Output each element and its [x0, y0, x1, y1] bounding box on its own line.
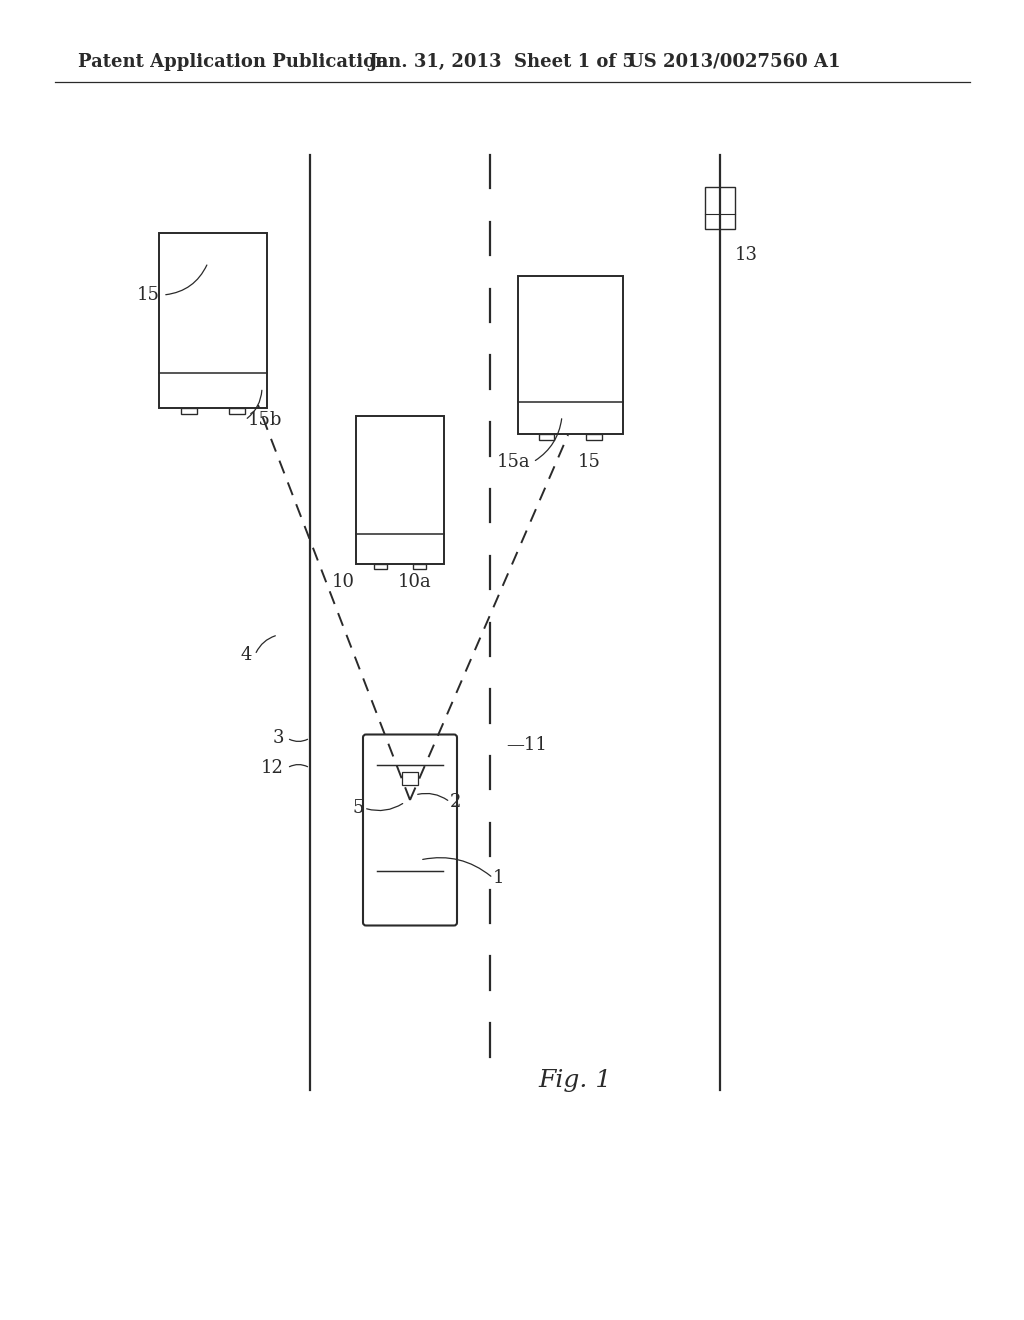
Text: 10: 10: [332, 573, 355, 591]
Text: 13: 13: [735, 246, 758, 264]
Bar: [586, 434, 601, 440]
Bar: [517, 276, 623, 434]
Text: 2: 2: [450, 793, 462, 810]
Bar: [356, 416, 444, 564]
Text: 15a: 15a: [497, 453, 530, 471]
Text: 12: 12: [261, 759, 284, 777]
Text: —11: —11: [506, 737, 547, 754]
Text: 15: 15: [578, 453, 601, 471]
Bar: [374, 564, 387, 569]
Text: 5: 5: [352, 799, 364, 817]
Bar: [539, 434, 554, 440]
Bar: [229, 408, 246, 413]
Text: 10a: 10a: [398, 573, 432, 591]
Text: 4: 4: [241, 645, 252, 664]
Text: Fig. 1: Fig. 1: [539, 1068, 611, 1092]
Bar: [180, 408, 197, 413]
FancyBboxPatch shape: [362, 734, 457, 925]
Text: 3: 3: [272, 729, 284, 747]
Bar: [414, 564, 426, 569]
Bar: [159, 232, 267, 408]
Text: 1: 1: [493, 869, 505, 887]
Text: US 2013/0027560 A1: US 2013/0027560 A1: [628, 53, 841, 71]
Text: 15: 15: [137, 286, 160, 304]
Text: Patent Application Publication: Patent Application Publication: [78, 53, 388, 71]
Bar: [705, 187, 735, 228]
Text: 15b: 15b: [248, 411, 283, 429]
Text: Jan. 31, 2013  Sheet 1 of 5: Jan. 31, 2013 Sheet 1 of 5: [368, 53, 635, 71]
Bar: [402, 772, 418, 784]
